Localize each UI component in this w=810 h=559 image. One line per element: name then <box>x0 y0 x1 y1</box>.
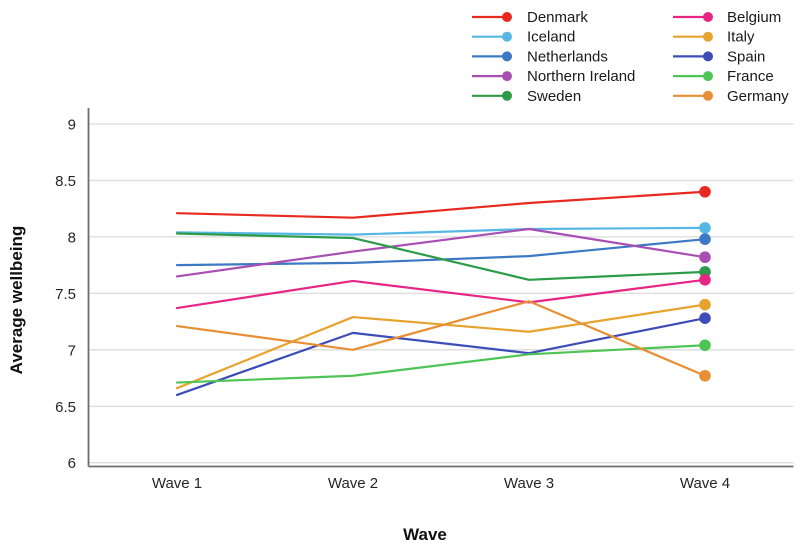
legend-dot <box>703 51 713 62</box>
legend-label: Spain <box>727 48 765 65</box>
y-tick-label: 8.5 <box>55 173 76 190</box>
legend-dot <box>703 12 713 22</box>
series-line-italy <box>175 303 707 390</box>
series-line-northern-ireland <box>175 227 707 278</box>
x-tick-label-wave-4: Wave 4 <box>680 475 730 492</box>
legend-dot <box>502 12 512 22</box>
legend-label: Iceland <box>527 29 575 46</box>
y-tick-label: 7 <box>68 342 76 359</box>
series-endpoint-germany <box>699 369 711 382</box>
series-line-netherlands <box>175 238 707 267</box>
legend-label: Denmark <box>527 9 588 26</box>
y-tick-label: 7.5 <box>55 286 76 303</box>
legend-dot <box>502 31 512 42</box>
series-line-sweden <box>175 232 707 281</box>
series-line-denmark <box>175 190 707 219</box>
legend-dot <box>703 31 713 42</box>
series-endpoint-denmark <box>699 185 711 198</box>
series-endpoint-netherlands <box>699 233 711 245</box>
series-line-belgium <box>175 278 707 310</box>
legend-item-sweden: Sweden <box>472 88 581 105</box>
legend-label: Northern Ireland <box>527 68 635 85</box>
series-endpoint-northern-ireland <box>699 251 711 264</box>
x-tick-label-wave-3: Wave 3 <box>504 475 554 492</box>
series-line-iceland <box>175 226 707 236</box>
series-endpoint-belgium <box>699 274 711 286</box>
legend-label: Belgium <box>727 9 781 26</box>
y-tick-label: 6.5 <box>55 399 76 416</box>
legend-dot <box>502 51 512 62</box>
legend-dot <box>502 90 512 101</box>
legend-item-northern-ireland: Northern Ireland <box>472 68 635 85</box>
legend-item-spain: Spain <box>673 48 765 65</box>
legend-item-iceland: Iceland <box>472 29 575 46</box>
legend-item-belgium: Belgium <box>673 9 781 26</box>
legend-item-italy: Italy <box>673 29 755 46</box>
legend-label: Italy <box>727 29 755 46</box>
legend-dot <box>703 71 713 82</box>
series-line-spain <box>175 317 707 397</box>
series-line-france <box>175 344 707 384</box>
series-endpoint-italy <box>699 298 711 311</box>
legend-label: Germany <box>727 88 789 105</box>
legend-label: Sweden <box>527 88 581 105</box>
y-tick-label: 8 <box>68 229 76 246</box>
legend-label: Netherlands <box>527 48 608 65</box>
series-endpoint-france <box>699 339 711 352</box>
legend-item-germany: Germany <box>673 88 789 105</box>
legend-item-france: France <box>673 68 774 85</box>
legend-dot <box>502 71 512 82</box>
series-endpoint-spain <box>699 312 711 324</box>
legend-item-netherlands: Netherlands <box>472 48 608 65</box>
legend-label: France <box>727 68 774 85</box>
x-axis-title: Wave <box>403 525 447 544</box>
series-line-germany <box>175 300 707 377</box>
x-tick-label-wave-2: Wave 2 <box>328 475 378 492</box>
y-axis-title: Average wellbeing <box>7 226 26 375</box>
x-tick-label-wave-1: Wave 1 <box>152 475 202 492</box>
y-tick-label: 6 <box>68 455 76 472</box>
series-endpoint-iceland <box>699 222 711 234</box>
legend-item-denmark: Denmark <box>472 9 588 26</box>
y-tick-label: 9 <box>68 117 76 134</box>
legend-dot <box>703 90 713 101</box>
